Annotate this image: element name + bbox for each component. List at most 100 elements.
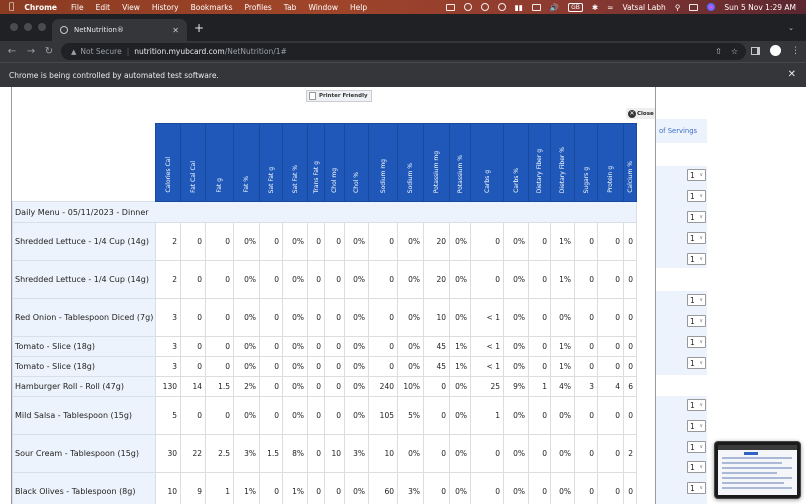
clock[interactable]: Sun 5 Nov 1:29 AM [724,2,796,12]
minimize-window-button[interactable] [24,23,32,31]
menu-help[interactable]: Help [344,2,367,12]
menu-view[interactable]: View [116,2,140,12]
food-name[interactable]: Shredded Lettuce - 1/4 Cup (14g) [12,260,156,299]
nutrient-value: 5% [397,396,424,435]
forward-arrow-icon[interactable]: → [26,46,36,57]
stats-icon[interactable]: ▮▮ [514,2,523,12]
nutrient-value: 1% [449,356,471,377]
food-name[interactable]: Black Olives - Tablespoon (8g) [12,472,156,504]
printer-friendly-checkbox[interactable]: Printer Friendly [306,90,372,102]
section-row: Daily Menu - 05/11/2023 - Dinner [12,201,637,223]
side-panel-icon[interactable] [751,46,760,55]
food-name[interactable]: Tomato - Slice (18g) [12,336,156,357]
menu-app-name[interactable]: Chrome [19,2,57,12]
section-title: Daily Menu - 05/11/2023 - Dinner [12,201,637,223]
bookmark-star-icon[interactable]: ☆ [730,47,738,56]
servings-select[interactable]: 1 ∨ [687,336,706,348]
address-bar[interactable]: ▲ Not Secure | nutrition.myubcard.com/Ne… [61,43,746,60]
servings-select[interactable]: 1 ∨ [687,169,706,181]
close-tab-icon[interactable]: ✕ [172,25,179,35]
siri-icon[interactable] [707,3,716,11]
close-window-button[interactable] [10,23,18,31]
menu-edit[interactable]: Edit [90,2,111,12]
food-name[interactable]: Shredded Lettuce - 1/4 Cup (14g) [12,222,156,261]
nutrient-value: 1% [550,336,575,357]
menu-file[interactable]: File [65,2,84,12]
menu-window[interactable]: Window [303,2,338,12]
new-tab-button[interactable]: + [194,21,205,35]
nutrient-value: 0% [449,472,471,504]
servings-select[interactable]: 1 ∨ [687,315,706,327]
menu-tab[interactable]: Tab [278,2,297,12]
servings-select[interactable]: 1 ∨ [687,461,706,473]
zoom-window-button[interactable] [38,23,46,31]
nutrient-value: 0% [503,222,529,261]
profile-avatar-icon[interactable] [770,45,781,56]
nutrient-value: 0% [282,376,308,397]
apple-menu-icon[interactable]:  [9,2,14,12]
servings-select[interactable]: 1 ∨ [687,482,706,494]
servings-select[interactable]: 1 ∨ [687,399,706,411]
menu-bookmarks[interactable]: Bookmarks [185,2,233,12]
nutrient-value: 0% [397,222,424,261]
nutrient-value: 0 [574,356,598,377]
screenshot-thumbnail[interactable] [714,441,801,499]
volume-icon[interactable]: 🔊 [549,2,560,12]
nutrient-value: 0 [259,376,283,397]
sync-icon[interactable] [480,3,489,11]
food-name[interactable]: Hamburger Roll - Roll (47g) [12,376,156,397]
bluetooth-icon[interactable]: ✱ [591,2,599,12]
servings-select[interactable]: 1 ∨ [687,232,706,244]
vpn-shield-icon[interactable] [463,3,472,11]
tab-search-chevron-icon[interactable]: ⌄ [788,24,794,32]
nutrient-value: 0% [550,396,575,435]
nutrient-value: 0% [233,356,260,377]
food-name[interactable]: Tomato - Slice (18g) [12,356,156,377]
nutrient-value: 0 [597,336,624,357]
warning-triangle-icon[interactable]: ▲ [71,47,77,56]
nutrient-value: 0 [324,298,345,337]
back-arrow-icon[interactable]: ← [7,46,17,57]
spotlight-icon[interactable]: ⚲ [674,2,681,12]
control-center-icon[interactable] [689,3,699,11]
user-name[interactable]: Vatsal Labh [622,2,666,12]
servings-select[interactable]: 1 ∨ [687,294,706,306]
nutrient-value: 0 [205,336,234,357]
nutrient-value: 0 [180,336,206,357]
share-icon[interactable]: ⇧ [715,47,722,56]
nutrient-value: 0% [344,396,369,435]
servings-select[interactable]: 1 ∨ [687,357,706,369]
nutrient-value: 0 [623,356,637,377]
reload-icon[interactable]: ↻ [44,46,54,57]
keyboard-input-icon[interactable]: GB [568,2,583,12]
nutrient-value: 0 [574,396,598,435]
nutrient-value: 0 [180,298,206,337]
nutrient-value: 0 [597,260,624,299]
nutrient-value: 3% [233,434,260,473]
menu-profiles[interactable]: Profiles [239,2,272,12]
play-icon[interactable] [497,3,506,11]
checkbox-icon[interactable] [309,92,316,100]
food-name[interactable]: Sour Cream - Tablespoon (15g) [12,434,156,473]
menu-history[interactable]: History [146,2,179,12]
nutrient-value: 0 [528,472,551,504]
food-name[interactable]: Red Onion - Tablespoon Diced (7g) [12,298,156,337]
close-infobar-icon[interactable]: ✕ [787,69,796,80]
kebab-menu-icon[interactable]: ⋮ [791,45,800,56]
close-button[interactable]: ✕ Close [626,108,656,119]
wifi-icon[interactable]: ≈ [607,2,614,12]
food-name[interactable]: Mild Salsa - Tablespoon (15g) [12,396,156,435]
servings-select[interactable]: 1 ∨ [687,190,706,202]
not-secure-label[interactable]: Not Secure [80,47,122,56]
display-icon[interactable] [445,3,455,11]
nutrient-value: 0 [307,356,325,377]
servings-select[interactable]: 1 ∨ [687,253,706,265]
nutrient-value: 0 [597,396,624,435]
servings-select[interactable]: 1 ∨ [687,211,706,223]
browser-tab[interactable]: NetNutrition® ✕ [52,19,187,41]
servings-select[interactable]: 1 ∨ [687,420,706,432]
battery-icon[interactable] [531,3,541,11]
nutrient-value: 0% [397,336,424,357]
servings-select[interactable]: 1 ∨ [687,441,706,453]
nutrient-value: 45 [423,356,450,377]
